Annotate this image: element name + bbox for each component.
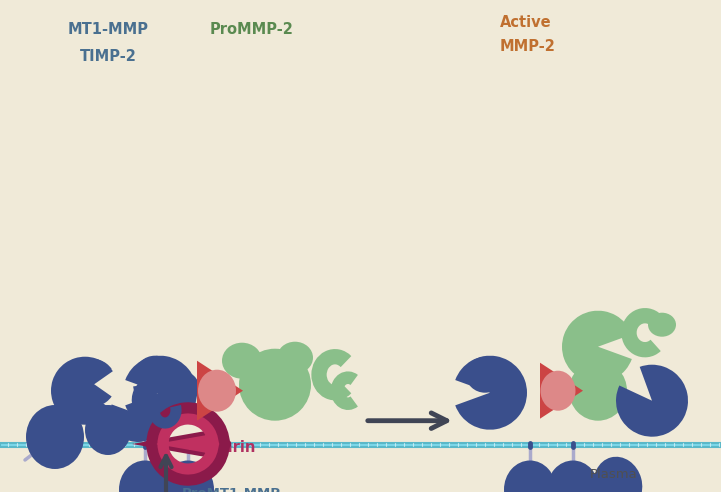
Polygon shape (540, 363, 583, 419)
Text: Furin: Furin (214, 439, 257, 455)
Text: TIMP-2: TIMP-2 (79, 49, 136, 64)
Ellipse shape (593, 457, 642, 492)
Ellipse shape (547, 461, 599, 492)
Ellipse shape (466, 357, 504, 393)
Ellipse shape (85, 405, 131, 455)
Text: ProMMP-2: ProMMP-2 (210, 22, 294, 37)
Text: ProMT1-MMP: ProMT1-MMP (182, 487, 281, 492)
Ellipse shape (569, 361, 627, 421)
Bar (0, 443, 721, 447)
Ellipse shape (239, 349, 311, 421)
Ellipse shape (119, 461, 171, 492)
Ellipse shape (568, 324, 592, 346)
Ellipse shape (222, 343, 262, 379)
Wedge shape (110, 386, 166, 442)
Ellipse shape (26, 405, 84, 469)
Wedge shape (616, 365, 688, 437)
Text: Plasma: Plasma (590, 468, 638, 482)
Wedge shape (562, 311, 632, 383)
Ellipse shape (277, 342, 313, 374)
Ellipse shape (135, 356, 175, 394)
Wedge shape (68, 359, 112, 407)
Ellipse shape (171, 372, 199, 402)
Ellipse shape (541, 370, 575, 411)
Text: MT1-MMP: MT1-MMP (68, 22, 149, 37)
Ellipse shape (648, 313, 676, 337)
Wedge shape (455, 356, 527, 430)
Wedge shape (51, 357, 113, 425)
Ellipse shape (504, 461, 556, 492)
Ellipse shape (198, 369, 236, 412)
Text: MMP-2: MMP-2 (500, 39, 556, 54)
Polygon shape (197, 361, 243, 421)
Ellipse shape (162, 461, 214, 492)
Ellipse shape (646, 400, 674, 426)
Wedge shape (125, 356, 197, 430)
Text: Active: Active (500, 15, 552, 30)
